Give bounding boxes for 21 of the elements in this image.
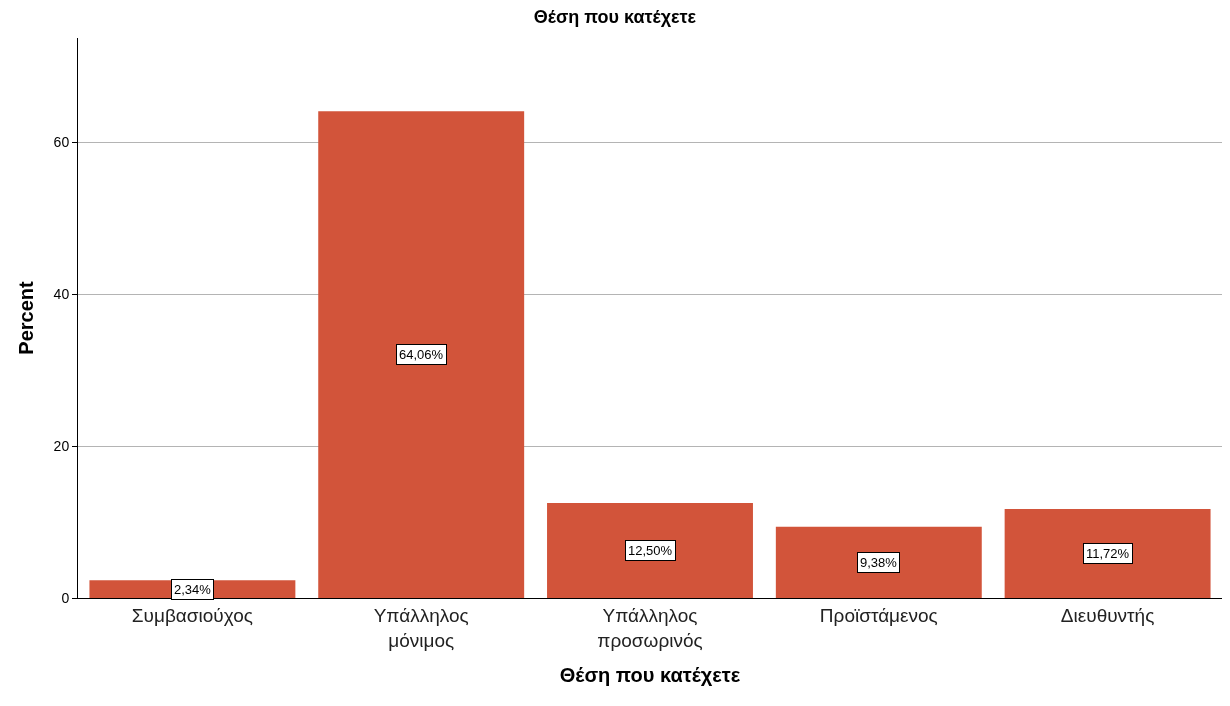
bar: [547, 503, 753, 598]
bar: [775, 526, 982, 598]
x-axis-title: Θέση που κατέχετε: [559, 664, 741, 686]
x-tick-label: Προϊστάμενος: [819, 604, 938, 626]
bar: [1004, 508, 1211, 598]
x-tick-label: Υπάλληλος μόνιμος: [373, 604, 469, 651]
x-tick-label: Υπάλληλος προσωρινός: [597, 604, 703, 651]
y-axis-title: Percent: [15, 280, 38, 355]
data-label: 64,06%: [399, 347, 444, 362]
data-label: 2,34%: [174, 582, 212, 597]
data-label: 12,50%: [628, 543, 673, 558]
x-tick-label: Διευθυντής: [1060, 604, 1155, 626]
y-tick-label: 40: [53, 285, 70, 302]
data-label: 11,72%: [1086, 546, 1130, 561]
y-tick-label: 20: [53, 437, 70, 454]
y-tick-label: 60: [53, 134, 70, 150]
bar: [318, 111, 525, 598]
x-tick-label: Συμβασιούχος: [131, 604, 253, 626]
chart-title: Θέση που κατέχετε: [533, 7, 697, 28]
y-tick-label: 0: [61, 589, 70, 606]
data-label: 9,38%: [860, 555, 898, 570]
